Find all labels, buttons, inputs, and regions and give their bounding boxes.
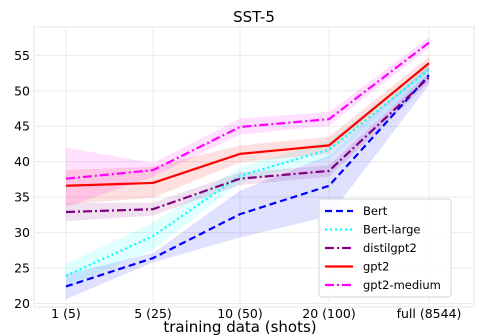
x-tick-label: 20 (100) [302, 306, 356, 321]
plot-frame [33, 26, 475, 308]
legend-box [318, 198, 452, 298]
y-tick-label: 30 [14, 225, 30, 240]
y-tick-label: 40 [14, 154, 30, 169]
x-tick-label: full (8544) [397, 306, 462, 321]
band-gpt2-medium [66, 36, 429, 208]
y-tick-label: 55 [14, 48, 30, 63]
chart-title: SST-5 [233, 8, 275, 26]
y-tick-label: 35 [14, 190, 30, 205]
x-tick-label: 10 (50) [217, 306, 263, 321]
x-axis-label: training data (shots) [163, 318, 316, 336]
x-axis-ticks: 1 (5) 5 (25) 10 (50) 20 (100) full (8544) [51, 306, 461, 321]
legend-label: Bert [363, 204, 388, 218]
band-distilgpt2 [66, 72, 429, 222]
x-tick-label: 5 (25) [134, 306, 172, 321]
legend-label: gpt2 [363, 260, 389, 274]
band-bert-large [66, 63, 429, 287]
legend-label: Bert-large [363, 223, 421, 237]
band-bert [66, 65, 429, 300]
series-line-distilgpt2 [65, 76, 430, 214]
y-tick-label: 20 [14, 296, 30, 311]
y-tick-label: 50 [14, 83, 30, 98]
series-lines [65, 41, 430, 288]
series-line-bert-large [65, 68, 430, 277]
y-tick-label: 25 [14, 261, 30, 276]
series-line-gpt2 [65, 62, 430, 187]
legend-label: gpt2-medium [363, 278, 441, 292]
legend: Bert Bert-large distilgpt2 gpt2 gpt2-medium [318, 198, 452, 298]
y-tick-label: 45 [14, 119, 30, 134]
x-tick-label: 1 (5) [51, 306, 81, 321]
y-axis-ticks: 20 25 30 35 40 45 50 55 [14, 48, 30, 311]
legend-label: distilgpt2 [363, 241, 417, 255]
series-line-gpt2-medium [65, 41, 430, 180]
series-line-bert [65, 74, 430, 288]
